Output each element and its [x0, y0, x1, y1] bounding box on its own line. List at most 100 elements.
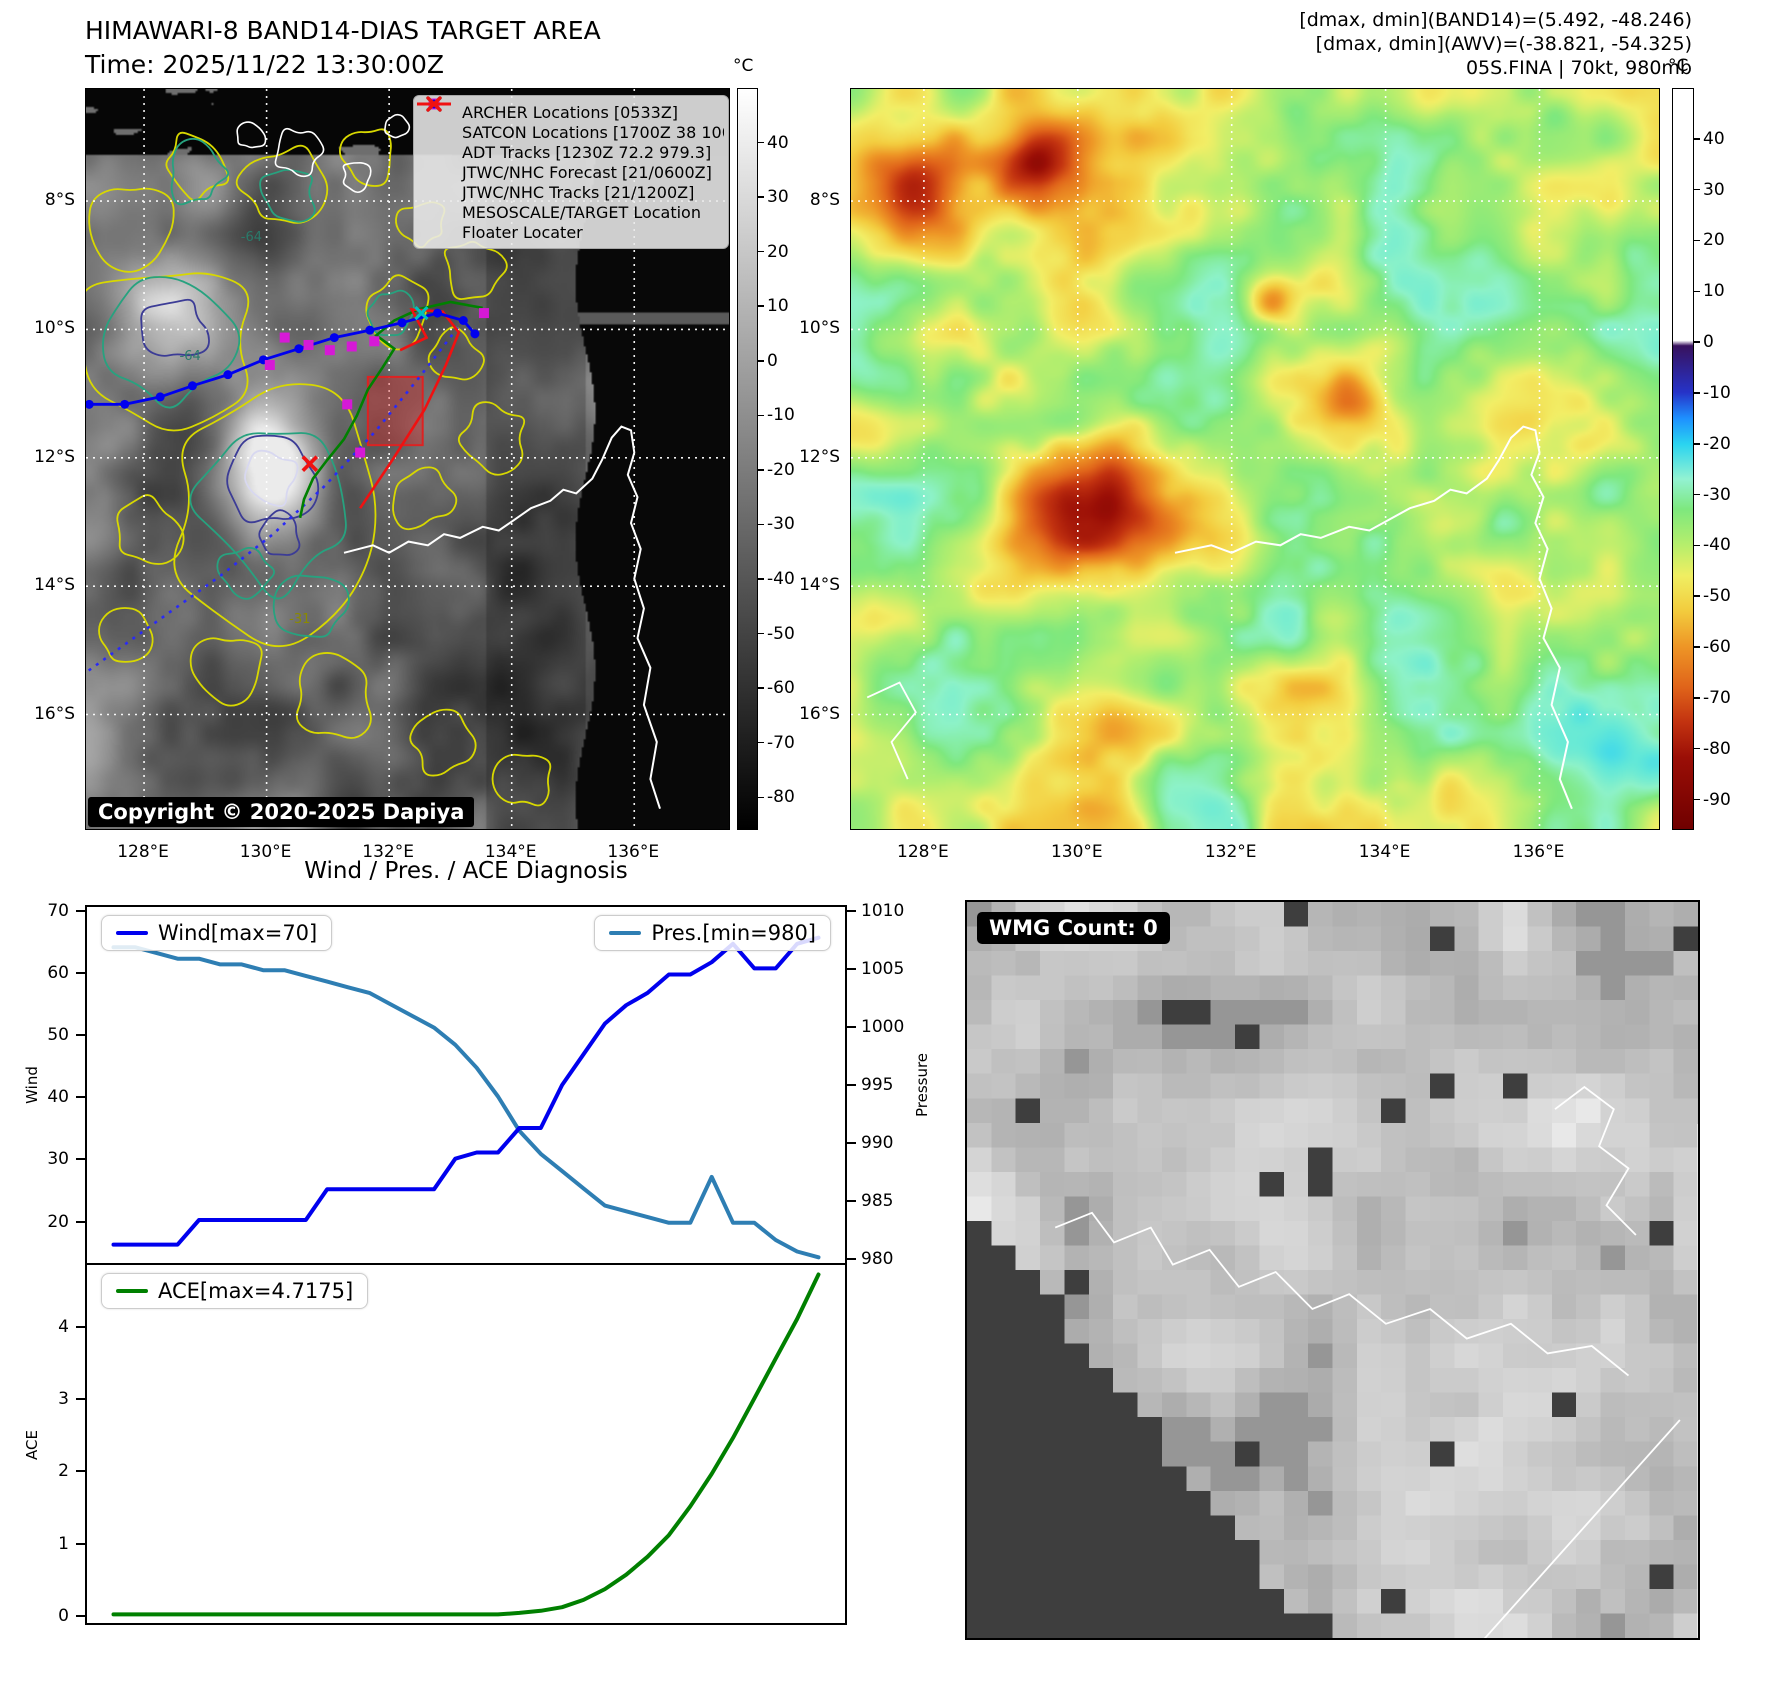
- svg-text:-31: -31: [289, 612, 310, 627]
- axis-tick-label: 128°E: [117, 842, 169, 862]
- map-legend-row: ARCHER Locations [0533Z]: [418, 98, 724, 122]
- pressure-legend-swatch: [609, 931, 642, 935]
- colorbar-tickmark: [758, 632, 764, 635]
- ace-series: [111, 1272, 821, 1617]
- target-box: [366, 375, 424, 447]
- chart-tick-label: 1: [58, 1533, 69, 1554]
- info-storm-id: 05S.FINA | 70kt, 980mb: [1465, 57, 1692, 79]
- colorbar-tick-label: 10: [1703, 281, 1725, 302]
- wmg-image: [967, 902, 1698, 1638]
- chart-tickmark: [76, 1470, 85, 1473]
- pressure-legend-label: Pres.[min=980]: [651, 921, 816, 945]
- chart-tick-label: 1005: [861, 958, 905, 979]
- chart-tick-label: 60: [47, 963, 69, 984]
- colorbar-tickmark: [1694, 341, 1700, 343]
- colorbar-tickmark: [758, 250, 764, 253]
- axis-tick-label: 14°S: [799, 575, 840, 596]
- colorbar-tick-label: 30: [767, 187, 789, 208]
- svg-text:-64: -64: [241, 230, 262, 245]
- colorbar-tick-label: -30: [767, 514, 795, 535]
- colorbar-tick-label: 0: [767, 350, 778, 371]
- colorbar-tick-label: -30: [1703, 484, 1731, 505]
- colorbar-tick-label: -80: [1703, 738, 1731, 759]
- map-legend-label: SATCON Locations [1700Z 38 1000]: [462, 122, 724, 142]
- map-legend-label: JTWC/NHC Tracks [21/1200Z]: [462, 182, 695, 202]
- awv-colorbar-unit: °C: [1668, 56, 1689, 76]
- colorbar-tickmark: [1694, 392, 1700, 394]
- coastline: [866, 425, 1573, 810]
- colorbar-tickmark: [1694, 239, 1700, 242]
- band14-map-panel: -64 -64 -31 ARCHER Locations [0533Z] SATCON…: [85, 88, 730, 830]
- jtwc-track: [86, 308, 480, 409]
- chart-tick-label: 3: [58, 1389, 69, 1409]
- awv-map-panel: [850, 88, 1660, 830]
- colorbar-tick-label: -60: [1703, 637, 1731, 658]
- coastline: [1054, 1085, 1698, 1638]
- chart-tickmark: [76, 1158, 85, 1161]
- ace-chart: ACE[max=4.7175]: [85, 1265, 847, 1625]
- colorbar-tick-label: -60: [767, 678, 795, 699]
- axis-tick-label: 12°S: [799, 446, 840, 467]
- diagnosis-chart-title: Wind / Pres. / ACE Diagnosis: [304, 858, 628, 884]
- colorbar-tick-label: -20: [767, 459, 795, 480]
- colorbar-tickmark: [758, 687, 764, 689]
- colorbar-tick-label: -50: [767, 623, 795, 644]
- info-awv: [dmax, dmin](AWV)=(-38.821, -54.325): [1315, 33, 1692, 55]
- axis-tick-label: 10°S: [34, 318, 75, 339]
- axis-tick-label: 16°S: [799, 703, 840, 724]
- map-legend-row: MESOSCALE/TARGET Location: [418, 96, 724, 222]
- jtwc-forecast-track: [86, 319, 465, 673]
- chart-tickmark: [76, 1398, 85, 1400]
- map-legend-row: ADT Tracks [1230Z 72.2 979.3]: [417, 102, 724, 162]
- axis-tick-label: 128°E: [897, 842, 949, 862]
- chart-tick-label: 1010: [861, 900, 905, 921]
- awv-satellite-image: [851, 89, 1659, 829]
- chart-tickmark: [847, 1142, 856, 1145]
- coastline: [236, 113, 661, 810]
- chart-tick-label: 20: [47, 1211, 69, 1232]
- map-legend-label: ADT Tracks [1230Z 72.2 979.3]: [462, 142, 712, 162]
- wind-legend-label: Wind[max=70]: [158, 921, 318, 945]
- axis-tick-label: 12°S: [34, 446, 75, 467]
- colorbar-tick-label: -70: [767, 732, 795, 753]
- chart-tick-label: 30: [47, 1149, 69, 1170]
- awv-overlays: [851, 89, 1659, 829]
- colorbar-tick-label: 30: [1703, 179, 1725, 200]
- colorbar-tickmark: [758, 578, 764, 580]
- axis-tick-label: 10°S: [799, 318, 840, 339]
- ace-axis-label: ACE: [23, 1430, 41, 1460]
- archer-markers: [264, 308, 489, 458]
- ace-legend-label: ACE[max=4.7175]: [158, 1279, 354, 1303]
- colorbar-tick-label: -90: [1703, 789, 1731, 810]
- wind-legend-swatch: [116, 931, 148, 935]
- axis-tick-label: 130°E: [1050, 842, 1103, 862]
- chart-tick-label: 40: [47, 1087, 69, 1108]
- chart-tickmark: [847, 909, 856, 912]
- wind-pressure-series: [111, 935, 821, 1260]
- colorbar-tick-label: 0: [1703, 332, 1714, 353]
- chart-tick-label: 980: [861, 1249, 894, 1270]
- chart-tick-label: 2: [58, 1461, 69, 1482]
- chart-tick-label: 1000: [861, 1016, 905, 1037]
- map-legend-row: Floater Locater: [417, 102, 724, 242]
- colorbar-tickmark: [758, 741, 764, 744]
- colorbar-tickmark: [1694, 747, 1700, 750]
- band14-colorbar-unit: °C: [733, 56, 754, 76]
- colorbar-tickmark: [1694, 798, 1700, 801]
- colorbar-tick-label: 40: [767, 132, 789, 153]
- awv-colorbar: [1672, 88, 1694, 830]
- colorbar-tickmark: [758, 523, 764, 526]
- chart-tickmark: [847, 1258, 856, 1261]
- map-legend-label: Floater Locater: [462, 222, 583, 242]
- map-legend-row: SATCON Locations [1700Z 38 1000]: [418, 96, 724, 142]
- colorbar-tick-label: -40: [1703, 535, 1731, 556]
- chart-tickmark: [847, 1200, 856, 1203]
- colorbar-tickmark: [1694, 595, 1700, 597]
- chart-tickmark: [76, 910, 85, 913]
- axis-tick-label: 136°E: [607, 842, 660, 862]
- colorbar-tickmark: [1694, 544, 1700, 547]
- map-legend: ARCHER Locations [0533Z] SATCON Locations…: [413, 95, 729, 249]
- adt-track: [298, 300, 483, 519]
- colorbar-tickmark: [1694, 443, 1700, 445]
- info-band14: [dmax, dmin](BAND14)=(5.492, -48.246): [1299, 9, 1692, 31]
